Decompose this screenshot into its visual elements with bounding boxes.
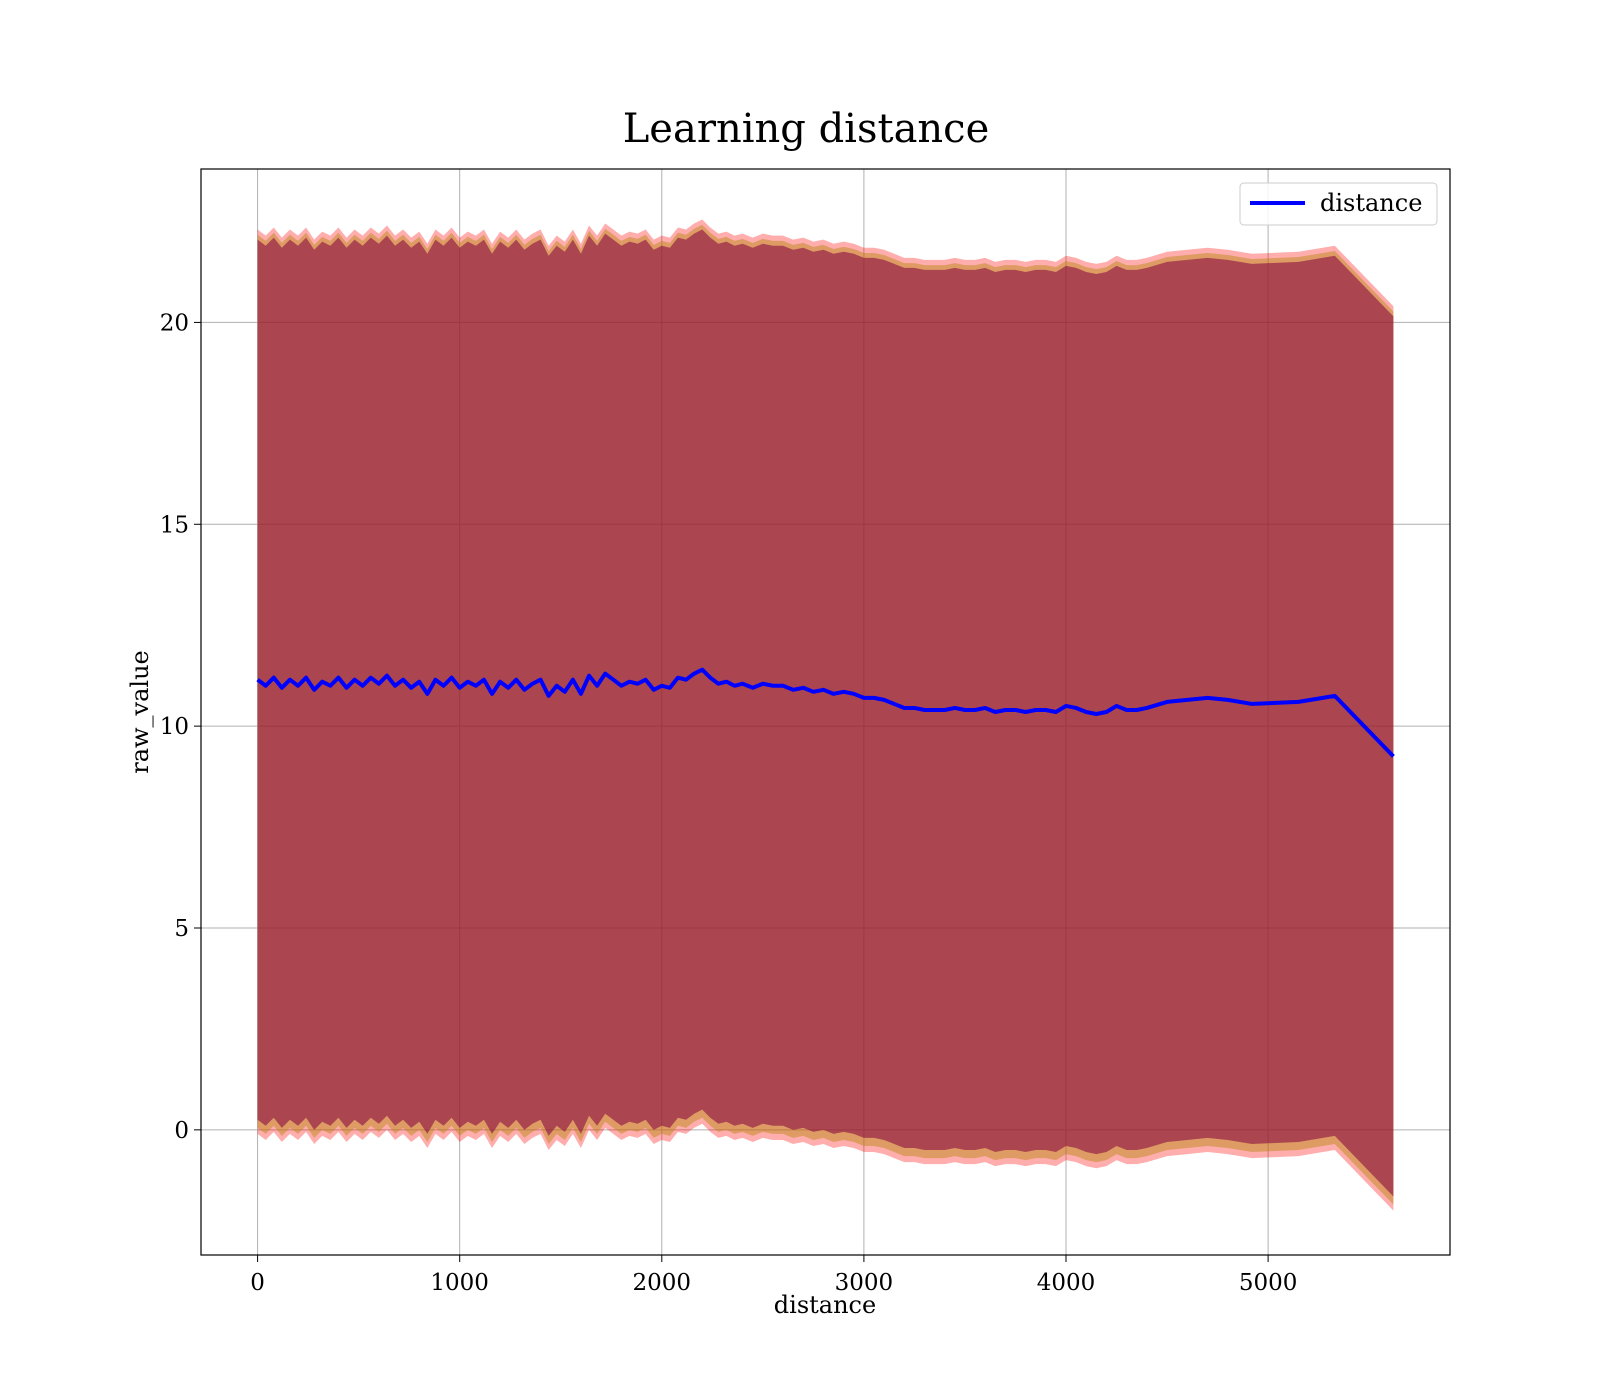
y-tick-label: 5 <box>174 916 189 942</box>
x-tick-label: 5000 <box>1239 1270 1298 1296</box>
chart-title: Learning distance <box>623 106 990 152</box>
x-axis-ticks: 0 1000 2000 3000 4000 5000 <box>250 1255 1297 1296</box>
plot-frame <box>200 168 1451 1256</box>
series-line-distance <box>256 667 1395 758</box>
legend-box <box>1239 182 1438 226</box>
band-inner <box>257 229 1394 1197</box>
x-tick-label: 2000 <box>633 1270 692 1296</box>
y-tick-label: 20 <box>160 310 189 336</box>
x-axis-label: distance <box>774 1291 876 1319</box>
uncertainty-bands <box>257 219 1394 1211</box>
y-tick-label: 0 <box>174 1118 189 1144</box>
x-tick-label: 0 <box>250 1270 265 1296</box>
x-tick-label: 3000 <box>835 1270 894 1296</box>
y-tick-label: 10 <box>160 714 189 740</box>
legend: distance <box>1239 182 1438 226</box>
legend-label: distance <box>1320 189 1422 217</box>
y-axis-ticks: 0 5 10 15 20 <box>160 310 201 1144</box>
x-tick-label: 1000 <box>430 1270 489 1296</box>
y-tick-label: 15 <box>160 512 189 538</box>
y-axis-label: raw_value <box>126 650 154 774</box>
x-tick-label: 4000 <box>1037 1270 1096 1296</box>
